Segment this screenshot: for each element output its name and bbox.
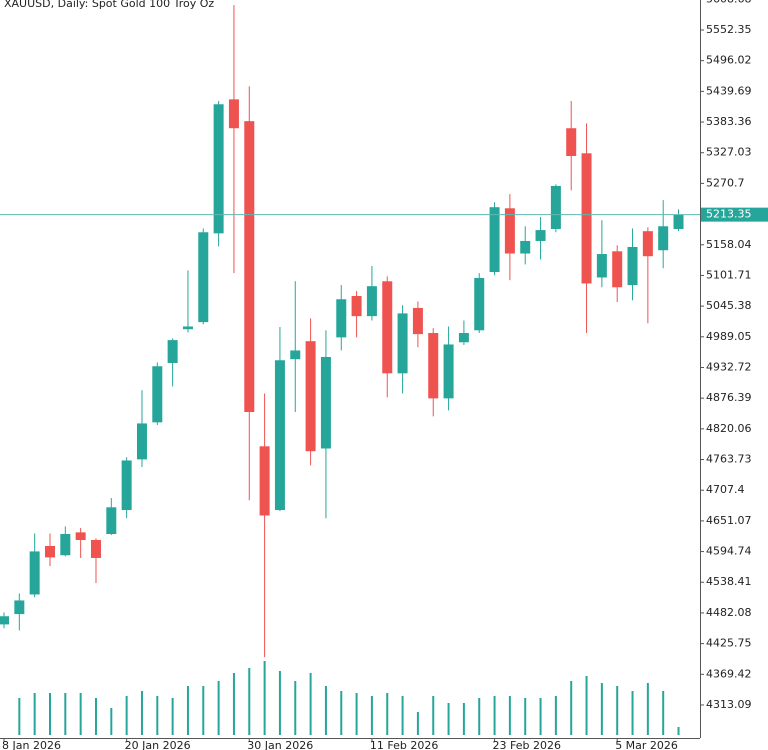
y-tick-label: 5552.35 [706, 23, 752, 36]
y-tick-label: 4313.09 [706, 698, 752, 711]
candle-body [44, 545, 55, 558]
candle-body [0, 616, 9, 625]
candle-body [336, 299, 347, 338]
y-tick-label: 4763.73 [706, 453, 752, 466]
candle-body [474, 278, 485, 331]
candle-body [673, 214, 684, 229]
candle-body [566, 128, 577, 157]
candle-body [627, 246, 638, 286]
candle-body [182, 326, 193, 330]
candle-body [504, 208, 515, 254]
y-tick-label: 4538.41 [706, 575, 752, 588]
current-price-label: 5213.35 [706, 208, 752, 221]
y-tick-label: 4876.39 [706, 391, 752, 404]
y-tick-label: 5158.04 [706, 238, 752, 251]
candle-body [458, 333, 469, 343]
candle-body [244, 121, 255, 412]
y-tick-label: 4651.07 [706, 514, 752, 527]
y-tick-label: 4932.72 [706, 360, 752, 373]
y-tick-label: 5327.03 [706, 146, 752, 159]
candle-body [351, 295, 362, 317]
candle-body [14, 600, 25, 615]
y-tick-label: 5383.36 [706, 115, 752, 128]
y-tick-label: 5439.69 [706, 84, 752, 97]
x-tick-label: 11 Feb 2026 [370, 739, 438, 750]
candle-body [596, 254, 607, 278]
candle-body [366, 286, 377, 317]
candle-body [397, 313, 408, 374]
x-tick-label: 5 Mar 2026 [615, 739, 678, 750]
candle-body [198, 232, 209, 323]
current-price-tag [701, 207, 768, 222]
candle-body [167, 340, 178, 363]
y-tick-label: 4707.4 [706, 483, 745, 496]
y-tick-label: 5045.38 [706, 299, 752, 312]
candle-body [428, 333, 439, 399]
y-tick-label: 4989.05 [706, 330, 752, 343]
y-tick-label: 4369.42 [706, 667, 752, 680]
chart-title: XAUUSD, Daily: Spot Gold 100 Troy Oz [4, 0, 214, 10]
x-tick-label: 23 Feb 2026 [493, 739, 561, 750]
candle-body [106, 507, 117, 534]
y-tick-label: 4482.08 [706, 606, 752, 619]
candle-body [90, 539, 101, 558]
y-tick-label: 4820.06 [706, 422, 752, 435]
y-tick-label: 5496.02 [706, 54, 752, 67]
y-tick-label: 5101.71 [706, 268, 752, 281]
candle-body [213, 104, 224, 234]
x-tick-label: 20 Jan 2026 [125, 739, 191, 750]
candle-body [382, 281, 393, 374]
candle-body [412, 307, 423, 335]
candle-body [320, 356, 331, 449]
y-tick-label: 5608.68 [706, 0, 752, 5]
candle-body [75, 532, 86, 540]
candle-body [228, 99, 239, 129]
x-tick-label: 30 Jan 2026 [247, 739, 313, 750]
candle-body [642, 231, 653, 257]
candle-body [290, 350, 301, 360]
candle-body [60, 533, 71, 556]
candle-body [29, 551, 40, 595]
candle-body [259, 446, 270, 516]
candle-body [612, 251, 623, 288]
candle-body [550, 185, 561, 229]
candle-body [136, 423, 147, 460]
candle-body [305, 341, 316, 452]
x-tick-label: 8 Jan 2026 [2, 739, 61, 750]
candle-body [535, 230, 546, 241]
candle-body [581, 153, 592, 284]
candle-body [443, 344, 454, 399]
y-tick-label: 4425.75 [706, 637, 752, 650]
candle-body [152, 366, 163, 423]
candle-body [520, 240, 531, 254]
candle-body [274, 360, 285, 511]
candle-body [121, 460, 132, 511]
y-tick-label: 4594.74 [706, 545, 752, 558]
y-tick-label: 5270.7 [706, 176, 745, 189]
candle-body [489, 207, 500, 273]
candle-body [658, 226, 669, 251]
